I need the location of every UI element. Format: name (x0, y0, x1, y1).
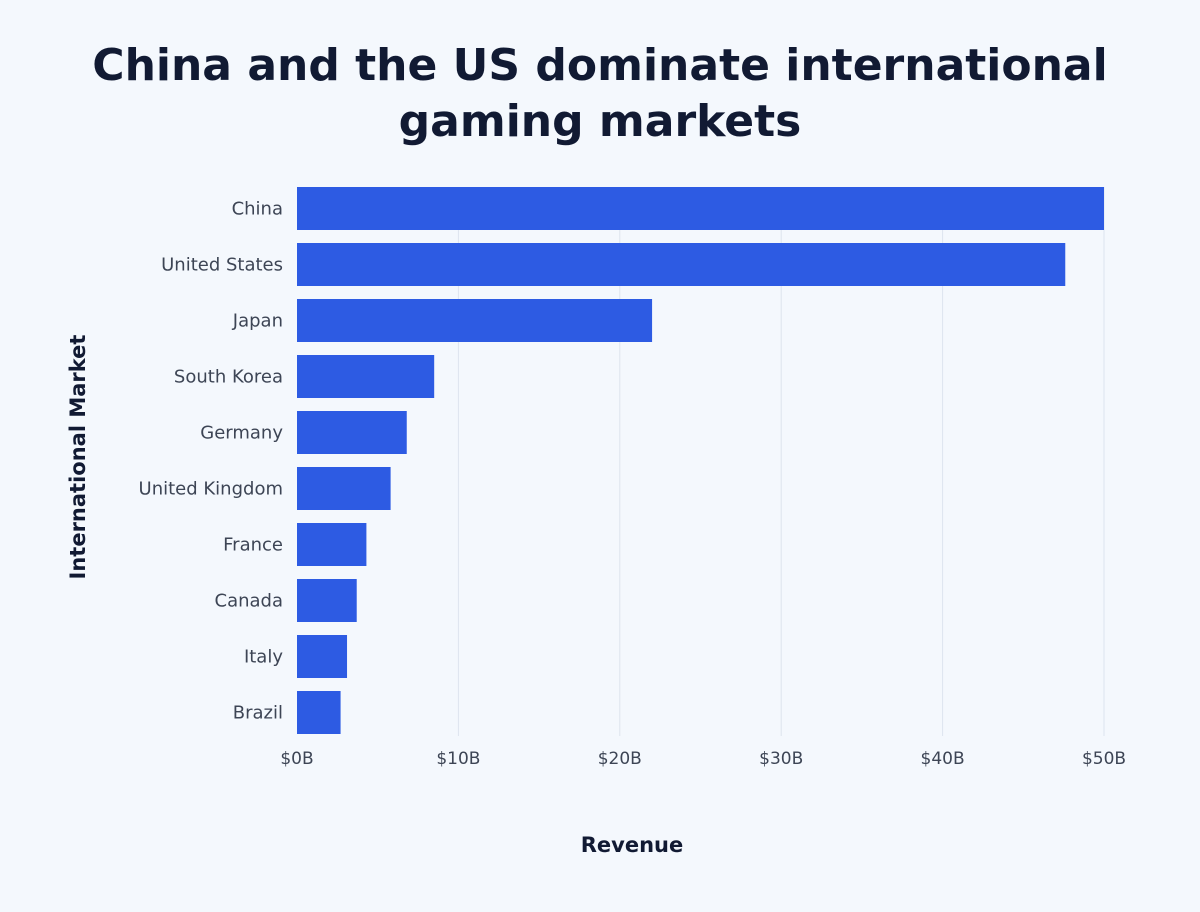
bar-france (297, 523, 367, 566)
y-tick-label: Germany (200, 423, 283, 444)
bar-canada (297, 579, 357, 622)
y-axis-label: International Market (66, 335, 90, 580)
chart-title: China and the US dominate international … (92, 40, 1108, 147)
y-tick-label: Brazil (233, 703, 283, 724)
y-tick-label: South Korea (174, 367, 283, 388)
bar-united-kingdom (297, 467, 391, 510)
x-tick-label: $20B (598, 749, 642, 769)
x-tick-label: $0B (280, 749, 313, 769)
x-tick-label: $40B (921, 749, 965, 769)
y-tick-label: Japan (232, 311, 283, 332)
bar-brazil (297, 691, 341, 734)
x-tick-label: $10B (436, 749, 480, 769)
bar-south-korea (297, 355, 435, 398)
y-tick-label: China (232, 199, 283, 220)
bar-japan (297, 299, 653, 342)
x-axis-label: Revenue (581, 833, 684, 857)
bar-china (297, 187, 1104, 230)
bar-germany (297, 411, 407, 454)
x-tick-label: $50B (1082, 749, 1126, 769)
y-tick-label: United States (161, 255, 283, 276)
y-tick-label: Canada (215, 591, 284, 612)
y-tick-label: France (223, 535, 283, 556)
x-tick-label: $30B (759, 749, 803, 769)
bar-italy (297, 635, 348, 678)
y-tick-label: United Kingdom (139, 479, 283, 500)
y-tick-label: Italy (244, 647, 283, 668)
bar-united-states (297, 243, 1066, 286)
